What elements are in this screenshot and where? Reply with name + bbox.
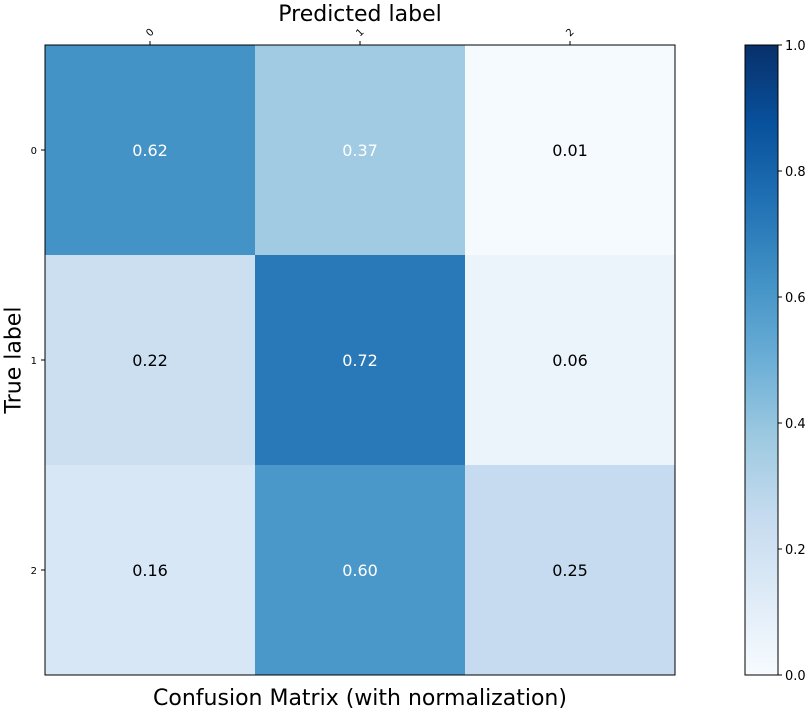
colorbar: 0.0 0.2 0.4 0.6 0.8 1.0: [744, 39, 806, 684]
heatmap-cell-0-1: [255, 45, 465, 255]
colorbar-tick-label: 0.8: [785, 165, 806, 180]
cell-value-label-0-1: 0.37: [342, 141, 378, 160]
heatmap-cells: [45, 45, 675, 675]
heatmap-cell-2-2: [465, 465, 675, 675]
y-tick-label: 1: [31, 356, 37, 367]
y-tick-label: 2: [31, 566, 37, 577]
colorbar-tick-label: 0.2: [785, 543, 806, 558]
cell-value-label-2-2: 0.25: [552, 561, 588, 580]
x-tick-label: 0: [144, 27, 156, 39]
heatmap-cell-0-0: [45, 45, 255, 255]
heatmap-axes: 0 1 2 0 1 2: [31, 27, 676, 676]
colorbar-tick-label: 0.0: [785, 669, 806, 684]
cell-value-label-2-0: 0.16: [132, 561, 168, 580]
x-tick-label: 1: [354, 27, 366, 39]
y-tick-label: 0: [31, 146, 37, 157]
heatmap-cell-2-1: [255, 465, 465, 675]
colorbar-tick-label: 0.6: [785, 291, 806, 306]
cell-value-labels: 0.62 0.37 0.01 0.22 0.72 0.06 0.16 0.60 0.25: [132, 141, 588, 580]
colorbar-tick-label: 0.4: [785, 417, 806, 432]
heatmap-cell-2-0: [45, 465, 255, 675]
cell-value-label-1-2: 0.06: [552, 351, 588, 370]
heatmap-cell-0-2: [465, 45, 675, 255]
cell-value-label-0-2: 0.01: [552, 141, 588, 160]
colorbar-gradient: [744, 44, 779, 676]
x-axis-title: Predicted label: [278, 2, 442, 27]
heatmap-cell-1-2: [465, 255, 675, 465]
cell-value-label-0-0: 0.62: [132, 141, 168, 160]
x-tick-label: 2: [564, 27, 576, 39]
cell-value-label-1-0: 0.22: [132, 351, 168, 370]
chart-title: Confusion Matrix (with normalization): [153, 686, 567, 711]
cell-value-label-1-1: 0.72: [342, 351, 378, 370]
cell-value-label-2-1: 0.60: [342, 561, 378, 580]
heatmap-cell-1-1: [255, 255, 465, 465]
colorbar-tick-label: 1.0: [785, 39, 806, 54]
heatmap-cell-1-0: [45, 255, 255, 465]
